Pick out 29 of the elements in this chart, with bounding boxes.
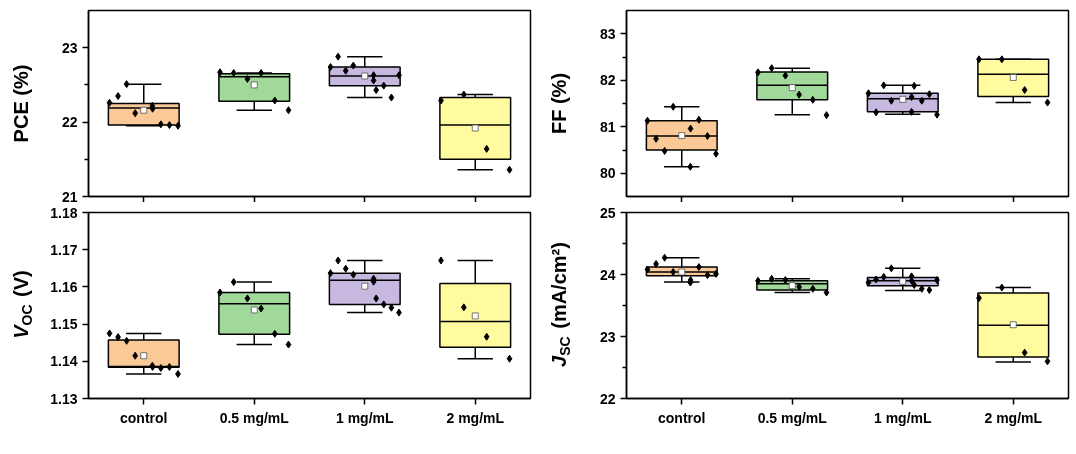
x-tick-label: 2 mg/mL [984, 409, 1043, 426]
y-axis-title: JSC (mA/cm²) [547, 242, 573, 367]
y-tick-label: 1.15 [50, 316, 78, 333]
y-tick-label: 1.14 [50, 353, 78, 370]
y-tick-label: 83 [599, 25, 616, 42]
x-tick-label: control [120, 409, 168, 426]
y-tick-label: 21 [61, 188, 78, 205]
y-axis-title: FF (%) [547, 72, 570, 135]
y-tick-label: 22 [61, 114, 78, 131]
y-tick-label: 80 [599, 165, 616, 182]
x-tick-label: 1 mg/mL [873, 409, 932, 426]
y-tick-label: 1.17 [50, 241, 78, 258]
y-tick-label: 22 [599, 390, 616, 407]
x-tick-label: control [658, 409, 706, 426]
x-tick-label: 0.5 mg/mL [757, 409, 828, 426]
y-axis-title: PCE (%) [9, 64, 32, 143]
x-tick-label: 2 mg/mL [446, 409, 505, 426]
y-tick-label: 82 [599, 72, 616, 89]
y-axis-title: VOC (V) [9, 270, 35, 339]
y-tick-label: 1.18 [50, 204, 78, 221]
y-tick-label: 1.13 [50, 390, 78, 407]
x-tick-label: 0.5 mg/mL [219, 409, 290, 426]
y-tick-label: 1.16 [50, 278, 78, 295]
y-tick-label: 24 [599, 266, 616, 283]
y-tick-label: 81 [599, 118, 616, 135]
y-tick-label: 25 [599, 204, 616, 221]
y-tick-label: 23 [599, 328, 616, 345]
y-tick-label: 23 [61, 39, 78, 56]
x-tick-label: 1 mg/mL [335, 409, 394, 426]
